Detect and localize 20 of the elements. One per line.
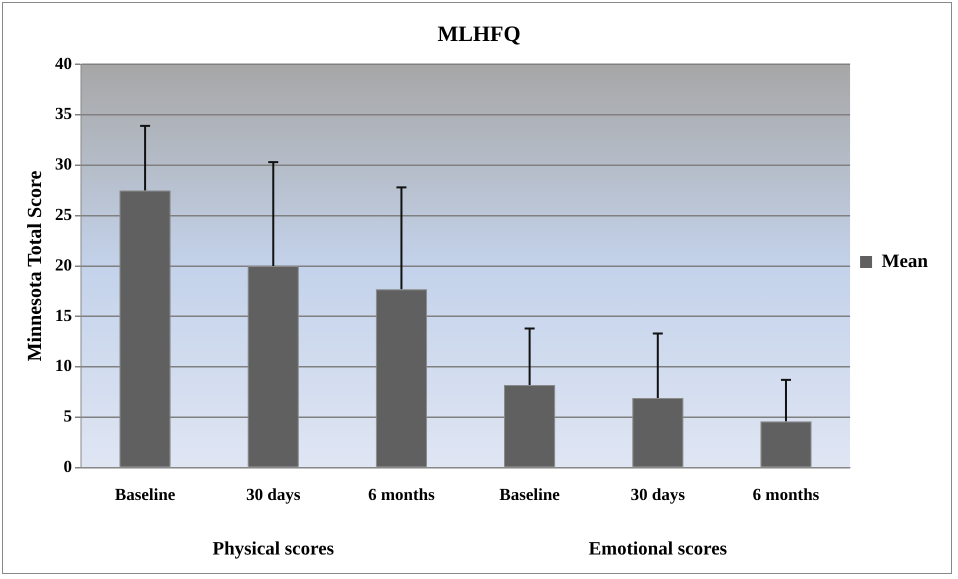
x-tick-label: 30 days	[246, 485, 301, 504]
x-tick-label: 30 days	[630, 485, 686, 504]
x-tick-label: Baseline	[114, 485, 176, 504]
y-tick-label: 5	[64, 406, 72, 426]
x-tick-label: 6 months	[368, 485, 436, 504]
y-tick-label: 30	[55, 154, 72, 174]
x-tick-label: 6 months	[752, 485, 820, 504]
legend-label: Mean	[882, 250, 928, 272]
y-tick-label: 20	[55, 255, 72, 274]
y-axis-title: Minnesota Total Score	[24, 170, 46, 362]
y-tick-label: 15	[55, 306, 72, 325]
chart-title: MLHFQ	[437, 20, 521, 46]
y-tick-label: 0	[64, 456, 72, 476]
y-tick-label: 10	[55, 356, 72, 376]
x-tick-label: Baseline	[499, 485, 560, 504]
y-tick-label: 35	[55, 104, 72, 124]
y-tick-label: 40	[55, 54, 72, 73]
text: Emotional scores	[588, 538, 728, 560]
y-tick-label: 25	[55, 204, 72, 224]
text: Physical scores	[212, 538, 334, 560]
